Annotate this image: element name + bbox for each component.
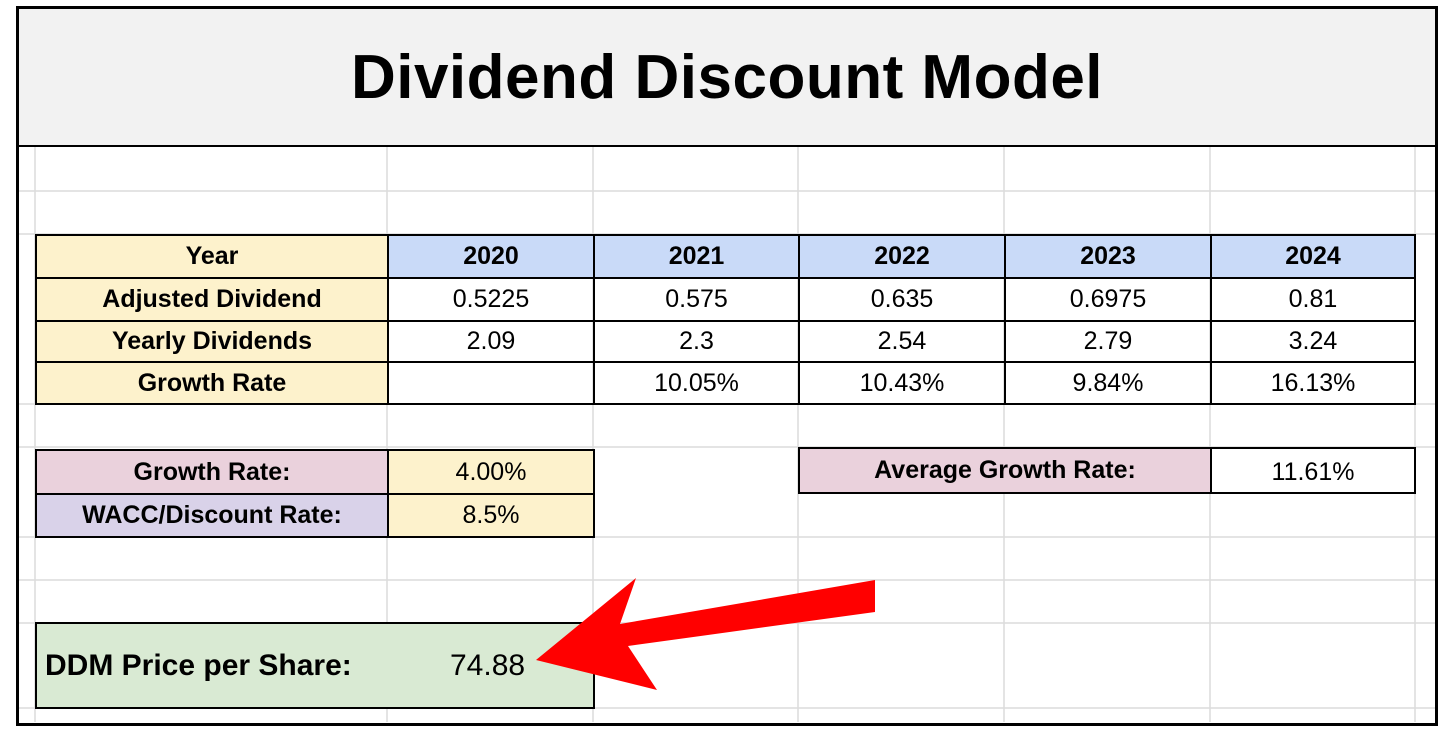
- table-cell[interactable]: 16.13%: [1210, 361, 1416, 405]
- row-label-yearly-dividends: Yearly Dividends: [35, 320, 389, 363]
- year-header-2023: 2023: [1004, 234, 1212, 279]
- page-title: Dividend Discount Model: [350, 42, 1104, 112]
- row-label-adjusted-dividend: Adjusted Dividend: [35, 277, 389, 322]
- ddm-price-label: DDM Price per Share:: [45, 648, 352, 682]
- average-growth-rate-value[interactable]: 11.61%: [1210, 447, 1416, 494]
- table-cell[interactable]: 9.84%: [1004, 361, 1212, 405]
- title-band: Dividend Discount Model: [19, 9, 1435, 147]
- wacc-value[interactable]: 8.5%: [387, 493, 595, 538]
- average-growth-rate-label: Average Growth Rate:: [798, 447, 1212, 494]
- wacc-label: WACC/Discount Rate:: [35, 493, 389, 538]
- growth-rate-label: Growth Rate:: [35, 449, 389, 495]
- year-header-2021: 2021: [593, 234, 800, 279]
- row-label-growth-rate: Growth Rate: [35, 361, 389, 405]
- year-header-2020: 2020: [387, 234, 595, 279]
- year-header-2024: 2024: [1210, 234, 1416, 279]
- ddm-price-value[interactable]: 74.88: [450, 648, 526, 682]
- growth-rate-value[interactable]: 4.00%: [387, 449, 595, 495]
- ddm-result-box: DDM Price per Share: 74.88: [35, 622, 595, 709]
- table-cell[interactable]: 10.05%: [593, 361, 800, 405]
- year-header-2022: 2022: [798, 234, 1006, 279]
